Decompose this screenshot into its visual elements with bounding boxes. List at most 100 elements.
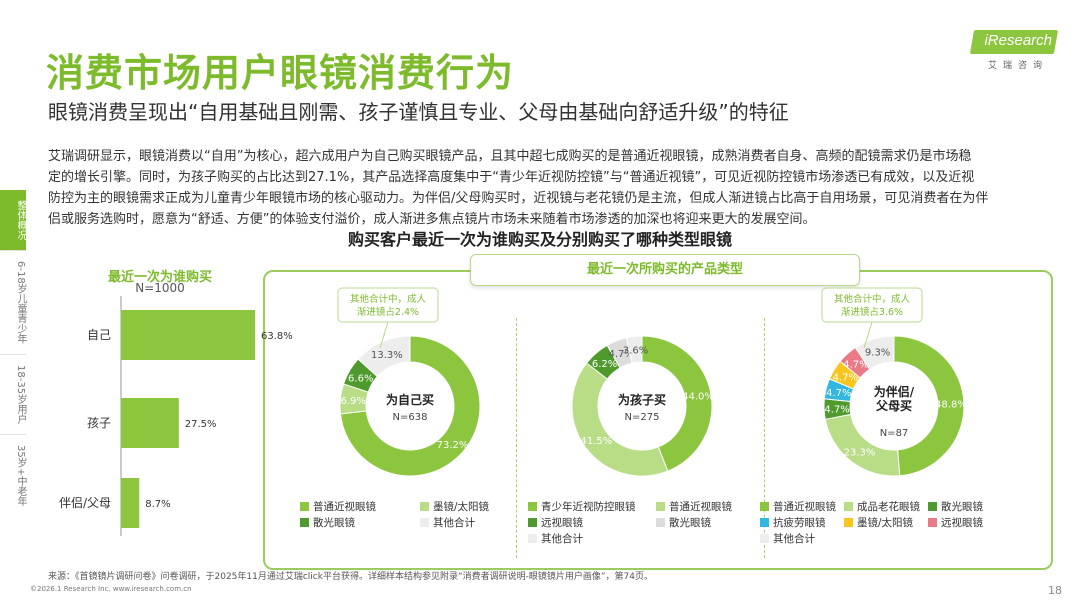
section-sidebar: 整体概况 6-18岁儿童青少年 18-35岁用户 35岁+中老年 bbox=[0, 190, 26, 516]
donut-slice bbox=[824, 413, 901, 477]
bar-category-label: 孩子 bbox=[87, 416, 111, 430]
legend-label: 普通近视眼镜 bbox=[773, 500, 836, 513]
legend-label: 墨镜/太阳镜 bbox=[857, 516, 914, 529]
legend-swatch bbox=[420, 502, 429, 511]
iresearch-logo: iResearch 艾瑞咨询 bbox=[956, 28, 1059, 71]
donut-value-label: 9.3% bbox=[865, 347, 890, 358]
legend-label: 墨镜/太阳镜 bbox=[433, 500, 490, 513]
sidebar-item-children[interactable]: 6-18岁儿童青少年 bbox=[0, 250, 26, 354]
intro-line: 侣或服务选购时，愿意为“舒适、方便”的体验支付溢价，成人渐进多焦点镜片市场未来随… bbox=[48, 212, 816, 227]
legend-swatch bbox=[656, 502, 665, 511]
bar bbox=[121, 310, 255, 360]
donut-slice bbox=[893, 335, 965, 477]
donut-value-label: 6.2% bbox=[592, 359, 617, 370]
panel-title: 最近一次所购买的产品类型 bbox=[470, 254, 860, 286]
legend-swatch bbox=[760, 534, 769, 543]
donut-value-label: 4.7% bbox=[824, 405, 849, 416]
legend-label: 散光眼镜 bbox=[669, 516, 711, 529]
legend-label: 普通近视眼镜 bbox=[313, 500, 376, 513]
legend-label: 远视眼镜 bbox=[541, 516, 583, 529]
legend-swatch bbox=[420, 518, 429, 527]
donut-slice bbox=[641, 335, 713, 472]
bar-value-label: 8.7% bbox=[145, 499, 170, 510]
legend-label: 散光眼镜 bbox=[313, 516, 355, 529]
sidebar-item-seniors[interactable]: 35岁+中老年 bbox=[0, 433, 26, 516]
bar-chart-title: 最近一次为谁购买 bbox=[107, 270, 212, 285]
donut-center-title: 为伴侣/ bbox=[874, 384, 915, 399]
donut-center-title: 为自己买 bbox=[386, 392, 434, 407]
donut-value-label: 4.7% bbox=[608, 349, 633, 360]
page-title: 消费市场用户眼镜消费行为 bbox=[46, 51, 515, 95]
legend-label: 普通近视眼镜 bbox=[669, 500, 732, 513]
donut-slice bbox=[625, 335, 643, 364]
donut-slice bbox=[339, 335, 481, 477]
callout-text: 其他合计中，成人 bbox=[350, 293, 427, 305]
donut-center-n: N=275 bbox=[625, 412, 660, 423]
donut-value-label: 4.7% bbox=[833, 372, 858, 383]
legend-swatch bbox=[528, 518, 537, 527]
legend-label: 抗疲劳眼镜 bbox=[773, 516, 826, 529]
sidebar-item-young-adults[interactable]: 18-35岁用户 bbox=[0, 353, 26, 434]
legend-label: 其他合计 bbox=[541, 532, 583, 545]
bar bbox=[121, 478, 140, 528]
donut-value-label: 44.0% bbox=[682, 391, 714, 402]
donut-center-title: 父母买 bbox=[875, 399, 912, 413]
donut-center-n: N=638 bbox=[393, 412, 428, 423]
sidebar-item-overview[interactable]: 整体概况 bbox=[0, 190, 26, 250]
callout-text: 渐进镜占2.4% bbox=[357, 306, 419, 318]
donut-center-title: 为孩子买 bbox=[618, 392, 666, 407]
callout-leader bbox=[863, 321, 873, 349]
legend-swatch bbox=[928, 502, 937, 511]
bar-chart-sample-size: N=1000 bbox=[135, 281, 185, 295]
chart-title: 购买客户最近一次为谁购买及分别购买了哪种类型眼镜 bbox=[347, 230, 732, 249]
callout-text: 其他合计中，成人 bbox=[834, 293, 911, 305]
intro-line: 防控为主的眼镜需求正成为儿童青少年眼镜市场的核心驱动力。为伴侣/父母购买时，近视… bbox=[48, 191, 989, 206]
donut-value-label: 73.2% bbox=[437, 440, 469, 451]
legend-label: 成品老花眼镜 bbox=[857, 500, 920, 513]
legend-swatch bbox=[656, 518, 665, 527]
logo-text: iResearch bbox=[984, 32, 1052, 49]
callout-leader bbox=[379, 321, 389, 349]
panel-divider bbox=[764, 318, 765, 558]
donut-value-label: 41.5% bbox=[581, 436, 613, 447]
donut-value-label: 3.6% bbox=[623, 345, 648, 356]
legend-swatch bbox=[300, 502, 309, 511]
donut-value-label: 4.7% bbox=[826, 388, 851, 399]
donut-slice bbox=[571, 362, 669, 477]
page-subtitle: 眼镜消费呈现出“自用基础且刚需、孩子谨慎且专业、父母由基础向舒适升级”的特征 bbox=[48, 100, 789, 124]
legend-swatch bbox=[300, 518, 309, 527]
donut-value-label: 6.6% bbox=[348, 373, 373, 384]
bar-category-label: 自己 bbox=[87, 328, 111, 342]
panel-divider bbox=[516, 318, 517, 558]
donut-value-label: 13.3% bbox=[371, 350, 403, 361]
donut-value-label: 6.9% bbox=[341, 396, 366, 407]
page-number: 18 bbox=[1048, 584, 1062, 597]
legend-swatch bbox=[760, 518, 769, 527]
donut-center-n: N=87 bbox=[880, 428, 909, 439]
bar bbox=[121, 398, 179, 448]
legend-swatch bbox=[760, 502, 769, 511]
bar-value-label: 27.5% bbox=[185, 419, 217, 430]
source-footnote: 来源：《首镜镜片调研问卷》问卷调研，于2025年11月通过艾瑞click平台获得… bbox=[48, 572, 653, 582]
donut-value-label: 23.3% bbox=[844, 447, 876, 458]
intro-line: 艾瑞调研显示，眼镜消费以“自用”为核心，超六成用户为自己购买眼镜产品，且其中超七… bbox=[48, 149, 972, 164]
legend-label: 其他合计 bbox=[433, 516, 475, 529]
legend-label: 远视眼镜 bbox=[941, 516, 983, 529]
bar-category-label: 伴侣/父母 bbox=[59, 495, 111, 510]
legend-swatch bbox=[528, 534, 537, 543]
bar-value-label: 63.8% bbox=[261, 331, 293, 342]
legend-label: 其他合计 bbox=[773, 532, 815, 545]
legend-swatch bbox=[928, 518, 937, 527]
callout-text: 渐进镜占3.6% bbox=[841, 306, 903, 318]
donut-value-label: 4.7% bbox=[843, 360, 868, 371]
copyright: ©2026.1 Research Inc. www.iresearch.com.… bbox=[30, 585, 192, 593]
donut-slice bbox=[357, 335, 411, 378]
legend-label: 散光眼镜 bbox=[941, 500, 983, 513]
legend-swatch bbox=[844, 502, 853, 511]
intro-line: 定的增长引擎。同时，为孩子购买的占比达到27.1%，其产品选择高度集中于“青少年… bbox=[48, 170, 975, 185]
legend-swatch bbox=[844, 518, 853, 527]
legend-swatch bbox=[528, 502, 537, 511]
legend-label: 青少年近视防控眼镜 bbox=[541, 500, 636, 513]
intro-paragraph: 艾瑞调研显示，眼镜消费以“自用”为核心，超六成用户为自己购买眼镜产品，且其中超七… bbox=[48, 146, 1038, 230]
